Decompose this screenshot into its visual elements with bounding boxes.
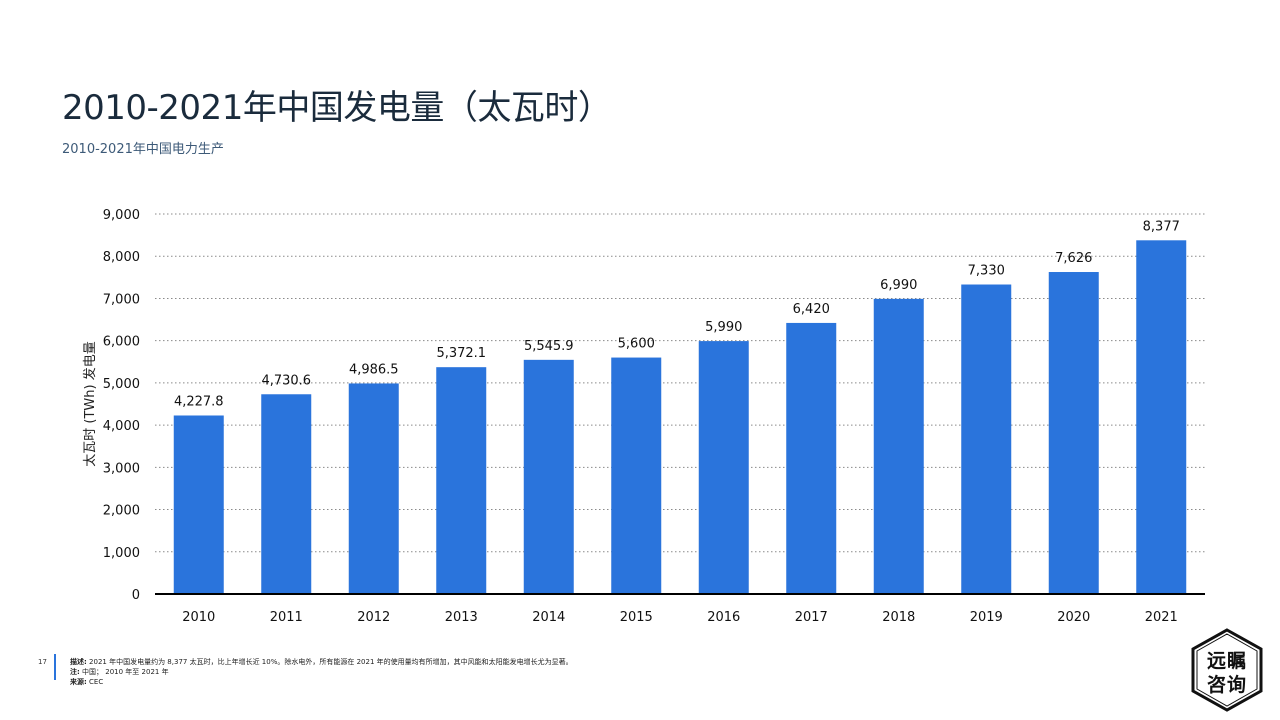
data-label: 6,420 xyxy=(793,302,830,317)
x-tick-label: 2019 xyxy=(970,610,1003,625)
x-tick-label: 2021 xyxy=(1145,610,1178,625)
data-label: 5,372.1 xyxy=(436,346,486,361)
logo-line-1: 远瞩 xyxy=(1206,650,1247,672)
data-label: 4,986.5 xyxy=(349,362,399,377)
data-label: 5,990 xyxy=(705,320,742,335)
x-tick-label: 2018 xyxy=(882,610,915,625)
bar xyxy=(873,298,924,594)
footer-source-text: CEC xyxy=(89,678,104,686)
footer-description: 描述: 2021 年中国发电量约为 8,377 太瓦时，比上年增长近 10%。除… xyxy=(70,657,573,667)
x-tick-label: 2020 xyxy=(1057,610,1090,625)
footer-desc-label: 描述: xyxy=(70,658,87,666)
x-tick-label: 2012 xyxy=(357,610,390,625)
data-label: 7,330 xyxy=(968,264,1005,279)
y-tick-label: 0 xyxy=(132,588,140,603)
bar xyxy=(348,383,399,594)
y-tick-label: 8,000 xyxy=(103,250,140,265)
data-label: 6,990 xyxy=(880,278,917,293)
bar xyxy=(1136,240,1187,594)
data-label: 5,600 xyxy=(618,337,655,352)
footer-note-text: 中国； 2010 年至 2021 年 xyxy=(82,668,169,676)
data-label: 8,377 xyxy=(1143,219,1180,234)
page-title: 2010-2021年中国发电量（太瓦时） xyxy=(62,88,612,128)
bar xyxy=(1048,272,1099,594)
bar xyxy=(436,367,487,594)
y-tick-label: 7,000 xyxy=(103,292,140,307)
y-tick-label: 3,000 xyxy=(103,461,140,476)
y-tick-label: 2,000 xyxy=(103,504,140,519)
x-tick-label: 2016 xyxy=(707,610,740,625)
logo-line-2: 咨询 xyxy=(1206,674,1247,696)
bar xyxy=(698,341,749,594)
y-tick-label: 9,000 xyxy=(103,208,140,223)
bar xyxy=(786,322,837,594)
footer-source-label: 来源: xyxy=(70,678,87,686)
logo-hexagon-icon xyxy=(1191,628,1263,712)
data-label: 4,730.6 xyxy=(261,373,311,388)
footer-notes: 描述: 2021 年中国发电量约为 8,377 太瓦时，比上年增长近 10%。除… xyxy=(70,657,573,687)
bar-chart: 0 1,000 2,000 3,000 4,000 5,000 6,000 7,000 8,00… xyxy=(82,208,1205,625)
bar xyxy=(523,359,574,594)
y-axis-title: 太瓦时 (TWh) 发电量 xyxy=(82,341,98,466)
footer-desc-text: 2021 年中国发电量约为 8,377 太瓦时，比上年增长近 10%。除水电外，… xyxy=(89,658,573,666)
y-tick-label: 4,000 xyxy=(103,419,140,434)
footer-source: 来源: CEC xyxy=(70,677,573,687)
x-tick-label: 2014 xyxy=(532,610,565,625)
bar xyxy=(173,415,224,594)
y-tick-label: 5,000 xyxy=(103,377,140,392)
page-number: 17 xyxy=(38,658,47,666)
footer-accent-bar xyxy=(54,654,56,680)
footer-note-label: 注: xyxy=(70,668,80,676)
bar xyxy=(261,394,312,594)
data-label: 4,227.8 xyxy=(174,394,224,409)
page-subtitle: 2010-2021年中国电力生产 xyxy=(62,142,224,157)
x-tick-label: 2011 xyxy=(270,610,303,625)
bar xyxy=(961,284,1012,594)
x-tick-label: 2015 xyxy=(620,610,653,625)
x-tick-label: 2010 xyxy=(182,610,215,625)
bar xyxy=(611,357,662,594)
y-tick-label: 6,000 xyxy=(103,335,140,350)
data-label: 5,545.9 xyxy=(524,339,574,354)
x-tick-label: 2013 xyxy=(445,610,478,625)
data-label: 7,626 xyxy=(1055,251,1092,266)
company-logo: 远瞩 咨询 xyxy=(1190,628,1264,712)
footer-note: 注: 中国； 2010 年至 2021 年 xyxy=(70,667,573,677)
x-tick-label: 2017 xyxy=(795,610,828,625)
y-tick-label: 1,000 xyxy=(103,546,140,561)
